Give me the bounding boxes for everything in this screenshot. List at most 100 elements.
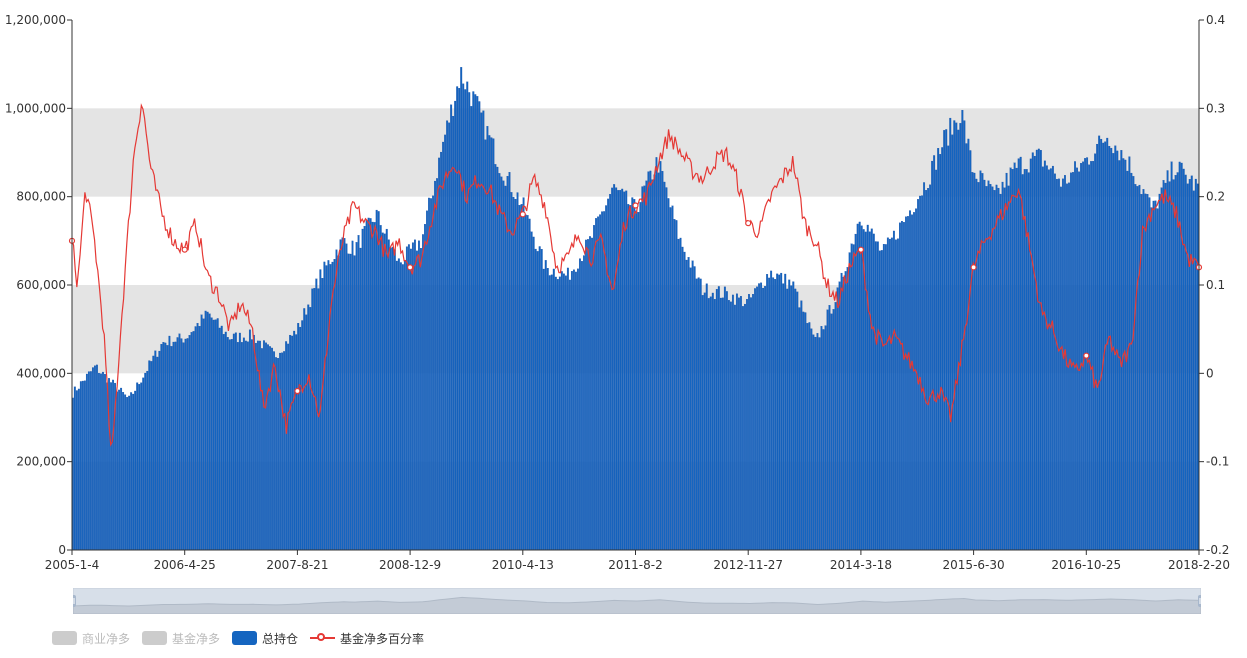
bar xyxy=(695,278,698,551)
bar xyxy=(601,211,604,551)
bar xyxy=(166,345,169,551)
bar xyxy=(872,233,875,551)
bar xyxy=(1090,161,1093,551)
bar xyxy=(192,331,195,551)
bar xyxy=(418,240,420,551)
axes: 0 200,000 400,000 600,000 800,000 1,000,000 1,… xyxy=(5,13,1230,572)
bar xyxy=(558,276,561,551)
bar xyxy=(572,269,575,551)
bar xyxy=(474,94,477,551)
bar xyxy=(383,233,386,551)
bar xyxy=(661,171,664,551)
bar xyxy=(729,301,732,551)
bar xyxy=(500,176,503,551)
x-tick-label: 2018-2-20 xyxy=(1168,558,1230,572)
bar xyxy=(544,260,547,551)
bar xyxy=(327,260,330,551)
bar xyxy=(1100,138,1103,551)
bar xyxy=(848,252,851,551)
bar xyxy=(176,337,179,551)
bar xyxy=(488,135,491,551)
bar xyxy=(1013,162,1016,551)
bar xyxy=(760,282,763,551)
bar xyxy=(770,270,773,551)
bar xyxy=(1180,162,1183,551)
bar xyxy=(484,139,487,551)
bar xyxy=(248,329,251,551)
bar xyxy=(609,194,612,551)
bar xyxy=(516,192,519,551)
bar xyxy=(1074,161,1076,551)
bar xyxy=(1148,197,1151,551)
bar xyxy=(866,224,869,551)
bar xyxy=(130,392,133,551)
bar xyxy=(826,309,829,551)
bar xyxy=(98,372,100,551)
bar xyxy=(1132,176,1135,551)
bar xyxy=(401,264,404,551)
bar xyxy=(269,346,271,551)
bar xyxy=(816,333,819,551)
bar xyxy=(564,275,567,551)
bar xyxy=(1146,194,1149,551)
legend-item-commercial-net-long[interactable]: 商业净多 xyxy=(52,630,130,647)
bar xyxy=(144,372,147,551)
line-point-marker xyxy=(970,264,977,271)
bar xyxy=(929,184,932,551)
bar xyxy=(597,216,599,551)
bar xyxy=(448,122,451,551)
zoom-preview-shape xyxy=(72,596,1202,615)
bar xyxy=(1108,145,1111,551)
bar xyxy=(132,393,135,551)
bar xyxy=(389,247,392,551)
bar xyxy=(1080,163,1082,551)
data-zoom-slider[interactable] xyxy=(70,587,1204,615)
y-left-tick-label: 400,000 xyxy=(16,366,66,380)
bar xyxy=(1055,178,1058,551)
y-right-tick-label: 0 xyxy=(1206,366,1214,380)
bar xyxy=(1078,171,1080,551)
legend-item-fund-net-long[interactable]: 基金净多 xyxy=(142,630,220,647)
bar xyxy=(246,341,249,551)
bar xyxy=(426,210,428,551)
bar xyxy=(377,211,380,551)
bar xyxy=(79,381,82,551)
bar xyxy=(766,274,769,551)
bar xyxy=(275,357,277,551)
bar xyxy=(355,242,358,551)
bar xyxy=(162,342,165,551)
bar xyxy=(615,187,618,551)
zoom-left-handle[interactable] xyxy=(70,595,76,607)
bar xyxy=(353,255,356,551)
bar xyxy=(1060,186,1062,551)
bar xyxy=(357,235,360,551)
bar xyxy=(1047,169,1050,551)
bar-series-total-position xyxy=(71,67,1199,551)
zoom-right-handle[interactable] xyxy=(1198,595,1204,607)
bar xyxy=(677,238,680,551)
bar xyxy=(238,332,241,551)
bar xyxy=(717,286,720,551)
bar xyxy=(583,255,585,551)
bar xyxy=(257,340,259,551)
bar xyxy=(522,197,525,551)
bar xyxy=(202,318,205,551)
bar xyxy=(1138,184,1141,551)
bar xyxy=(731,294,734,551)
line-point-marker xyxy=(1083,352,1090,359)
bar xyxy=(295,334,298,551)
bar xyxy=(822,329,825,551)
bar xyxy=(96,364,98,551)
bar xyxy=(206,311,209,551)
bar xyxy=(1027,172,1030,551)
bar xyxy=(208,313,211,551)
bar xyxy=(534,248,537,551)
legend-item-fund-net-long-pct[interactable]: 基金净多百分率 xyxy=(310,630,424,647)
bar xyxy=(824,325,827,551)
bar xyxy=(1045,165,1048,551)
legend-item-total-position[interactable]: 总持仓 xyxy=(232,630,298,647)
bar xyxy=(953,120,956,551)
bar xyxy=(933,155,936,551)
bar xyxy=(134,390,137,551)
bar xyxy=(645,180,648,551)
